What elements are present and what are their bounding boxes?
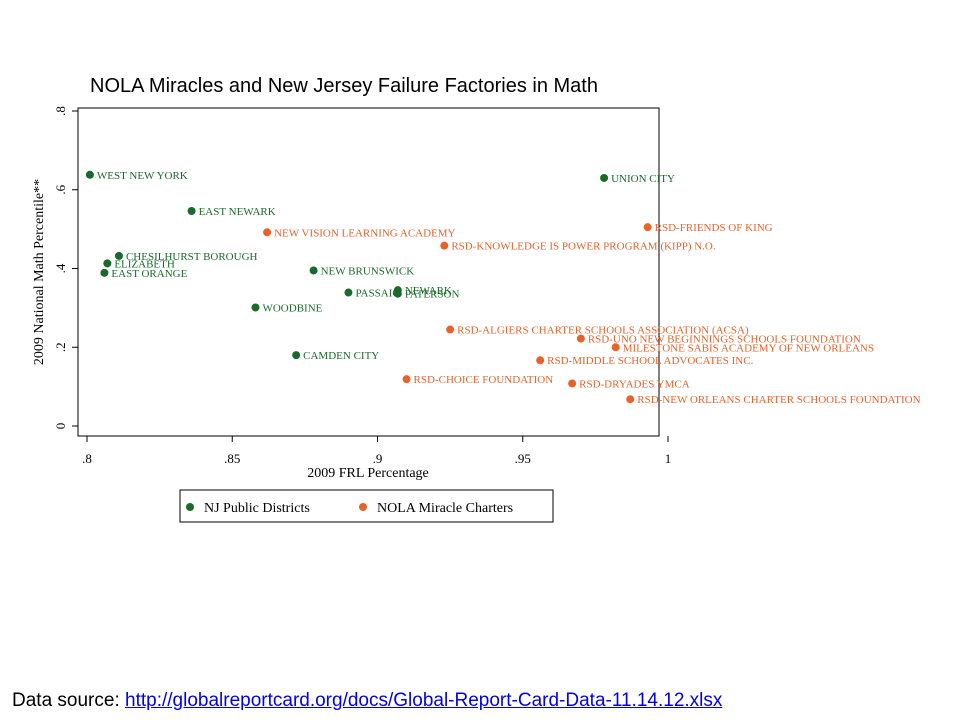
point-label-nj: EAST NEWARK — [199, 206, 276, 218]
point-label-nj: WEST NEW YORK — [97, 170, 188, 182]
y-axis-title: 2009 National Math Percentile** — [32, 179, 47, 365]
point-label-nola: RSD-NEW ORLEANS CHARTER SCHOOLS FOUNDATI… — [637, 394, 920, 406]
legend-nj-marker — [186, 503, 194, 511]
x-tick-label: .95 — [515, 451, 531, 466]
point-nj — [187, 207, 196, 216]
legend-nola-marker — [359, 503, 367, 511]
point-nola — [536, 356, 545, 365]
point-label-nj: CHESILHURST BOROUGH — [126, 251, 258, 263]
point-label-nj: WOODBINE — [262, 302, 322, 314]
x-tick-label: 1 — [665, 451, 672, 466]
legend-nj-label: NJ Public Districts — [204, 501, 310, 516]
point-nj — [100, 268, 109, 277]
legend-nola-label: NOLA Miracle Charters — [377, 501, 513, 516]
x-axis-ticks: .8 .85 .9 .95 1 — [82, 436, 671, 466]
x-tick-label: .9 — [373, 451, 383, 466]
x-tick-label: .8 — [82, 451, 92, 466]
y-tick-label: .4 — [53, 263, 68, 273]
point-label-nola: RSD-MIDDLE SCHOOL ADVOCATES INC. — [547, 355, 753, 367]
chart-title: NOLA Miracles and New Jersey Failure Fac… — [90, 75, 598, 97]
y-tick-label: .8 — [53, 106, 68, 116]
point-nj — [344, 288, 353, 297]
point-nola — [643, 223, 652, 232]
point-label-nola: RSD-UNO NEW BEGINNINGS SCHOOLS FOUNDATIO… — [588, 334, 861, 346]
point-nola — [611, 343, 620, 352]
point-nj — [600, 173, 609, 182]
point-label-nj: ELIZABETH — [114, 258, 175, 270]
data-source-link[interactable]: http://globalreportcard.org/docs/Global-… — [125, 690, 723, 711]
point-nola — [568, 379, 577, 388]
point-nj — [309, 266, 318, 275]
y-tick-label: 0 — [53, 423, 68, 430]
plot-frame — [77, 107, 660, 437]
point-label-nola: NEW VISION LEARNING ACADEMY — [274, 227, 455, 239]
point-nj — [292, 351, 301, 360]
point-label-nj: PATERSON — [405, 289, 460, 301]
point-nj — [85, 170, 94, 179]
point-nj — [114, 251, 123, 260]
point-nj — [103, 259, 112, 268]
point-label-nj: NEW BRUNSWICK — [321, 265, 415, 277]
point-label-nola: RSD-FRIENDS OF KING — [655, 222, 773, 234]
point-nj — [251, 303, 260, 312]
point-nola — [626, 395, 635, 404]
point-nj — [393, 289, 402, 298]
point-label-nola: RSD-DRYADES YMCA — [579, 378, 690, 390]
point-nola — [446, 325, 455, 334]
point-nola — [576, 334, 585, 343]
data-source: Data source: http://globalreportcard.org… — [12, 690, 722, 712]
data-source-prefix: Data source: — [12, 690, 125, 711]
x-axis-title: 2009 FRL Percentage — [307, 466, 429, 481]
y-axis-ticks: 0 .2 .4 .6 .8 — [53, 106, 78, 429]
point-label-nj: CAMDEN CITY — [303, 350, 379, 362]
y-tick-label: .6 — [53, 184, 68, 194]
point-nola — [402, 375, 411, 384]
point-nola — [440, 241, 449, 250]
point-label-nola: RSD-CHOICE FOUNDATION — [414, 374, 554, 386]
point-label-nola: RSD-KNOWLEDGE IS POWER PROGRAM (KIPP) N.… — [451, 241, 716, 253]
legend: NJ Public Districts NOLA Miracle Charter… — [179, 489, 554, 523]
x-tick-label: .85 — [224, 451, 240, 466]
point-label-nola: RSD-ALGIERS CHARTER SCHOOLS ASSOCIATION … — [457, 325, 749, 337]
data-points: WEST NEW YORK EAST NEWARK CHESILHURST BORO… — [85, 170, 921, 406]
point-label-nola: MILESTONE SABIS ACADEMY OF NEW ORLEANS — [623, 342, 874, 354]
point-label-nj: NEWARK — [405, 285, 452, 297]
y-tick-label: .2 — [53, 342, 68, 352]
point-label-nj: PASSAIC — [355, 288, 399, 300]
point-nola — [263, 228, 272, 237]
point-label-nj: EAST ORANGE — [111, 268, 187, 280]
point-label-nj: UNION CITY — [611, 173, 675, 185]
